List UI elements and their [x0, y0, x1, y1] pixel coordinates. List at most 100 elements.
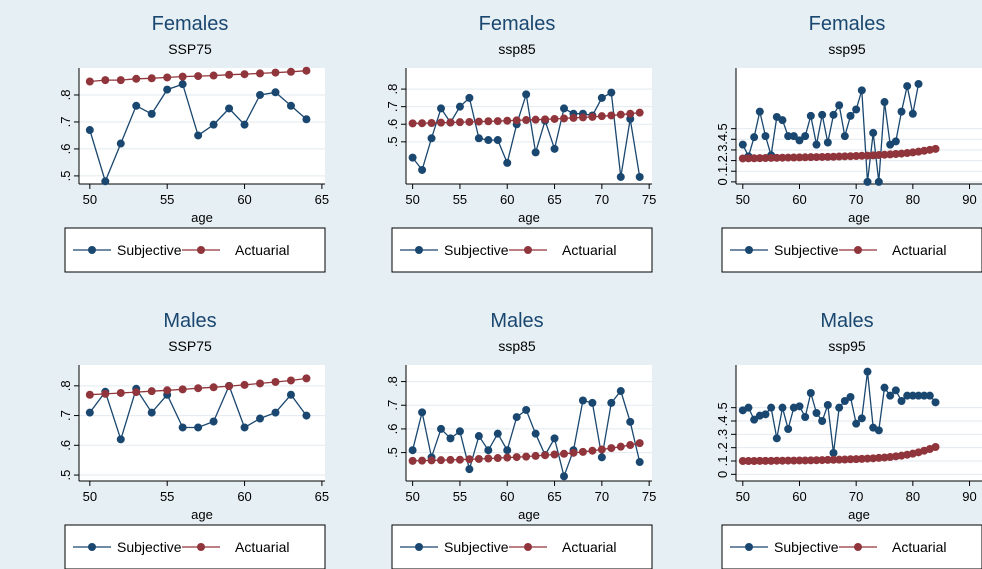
- legend-key-marker: [415, 543, 423, 551]
- data-point: [846, 455, 855, 464]
- data-point: [578, 113, 587, 122]
- data-point: [812, 153, 821, 162]
- x-axis-label: age: [848, 210, 870, 225]
- data-point: [455, 455, 464, 464]
- data-point: [194, 423, 203, 432]
- data-point: [132, 388, 141, 397]
- data-point: [891, 386, 900, 395]
- data-point: [256, 379, 265, 388]
- x-tick-label: 50: [736, 489, 750, 504]
- panel-title: Males: [163, 310, 216, 332]
- data-point: [147, 408, 156, 417]
- data-point: [550, 450, 559, 459]
- legend-label: Subjective: [774, 539, 839, 555]
- data-point: [493, 454, 502, 463]
- legend-label: Actuarial: [892, 539, 946, 555]
- x-axis-label: age: [191, 210, 213, 225]
- x-tick-label: 50: [405, 489, 419, 504]
- data-point: [569, 448, 578, 457]
- data-point: [597, 112, 606, 121]
- data-point: [484, 454, 493, 463]
- data-point: [163, 386, 172, 395]
- data-point: [522, 90, 531, 99]
- data-point: [857, 454, 866, 463]
- data-point: [522, 116, 531, 125]
- y-tick-label: .3: [715, 429, 730, 440]
- x-tick-label: 75: [642, 489, 656, 504]
- y-tick-label: .6: [58, 144, 73, 155]
- data-point: [829, 455, 838, 464]
- y-tick-label: 0: [715, 471, 730, 478]
- data-point: [427, 134, 436, 143]
- legend: Subjective Actuarial: [721, 227, 982, 273]
- data-point: [597, 453, 606, 462]
- data-point: [256, 414, 265, 423]
- series-subjective: [85, 80, 311, 186]
- data-point: [209, 383, 218, 392]
- data-point: [738, 154, 747, 163]
- panel-subtitle: ssp95: [828, 338, 866, 354]
- data-point: [178, 72, 187, 81]
- data-point: [874, 453, 883, 462]
- data-point: [626, 109, 635, 118]
- data-point: [465, 465, 474, 474]
- data-point: [560, 104, 569, 113]
- y-tick-label: .4: [715, 416, 730, 427]
- data-point: [465, 117, 474, 126]
- data-point: [823, 138, 832, 147]
- data-point: [465, 455, 474, 464]
- data-point: [474, 454, 483, 463]
- x-tick-label: 60: [237, 192, 251, 207]
- x-tick-label: 70: [849, 192, 863, 207]
- data-point: [908, 391, 917, 400]
- data-point: [101, 177, 110, 186]
- data-point: [823, 152, 832, 161]
- data-point: [427, 456, 436, 465]
- x-tick-label: 75: [642, 192, 656, 207]
- data-point: [597, 93, 606, 102]
- y-tick-label: .7: [58, 117, 73, 128]
- legend-label: Subjective: [117, 539, 182, 555]
- data-point: [541, 115, 550, 124]
- data-point: [789, 132, 798, 141]
- x-tick-label: 60: [792, 489, 806, 504]
- series-actuarial: [738, 144, 940, 163]
- data-point: [85, 390, 94, 399]
- data-point: [408, 446, 417, 455]
- data-point: [880, 383, 889, 392]
- legend-label: Actuarial: [235, 539, 289, 555]
- data-point: [903, 82, 912, 91]
- legend-label: Actuarial: [562, 242, 616, 258]
- data-point: [863, 151, 872, 160]
- plot-area: [736, 68, 982, 184]
- data-point: [840, 397, 849, 405]
- x-axis-label: age: [518, 507, 540, 522]
- data-point: [840, 132, 849, 141]
- x-tick-label: 90: [962, 192, 976, 207]
- data-point: [446, 455, 455, 464]
- data-point: [795, 153, 804, 162]
- data-point: [818, 456, 827, 465]
- data-point: [920, 391, 929, 400]
- data-point: [522, 452, 531, 461]
- data-point: [271, 377, 280, 386]
- panel-title: Females: [479, 13, 556, 35]
- data-point: [835, 455, 844, 464]
- legend: Subjective Actuarial: [64, 524, 326, 569]
- data-point: [931, 398, 940, 407]
- data-point: [256, 90, 265, 99]
- data-point: [240, 120, 249, 129]
- data-point: [286, 101, 295, 110]
- data-point: [903, 391, 912, 400]
- data-point: [531, 451, 540, 460]
- legend-label: Actuarial: [235, 242, 289, 258]
- data-point: [806, 111, 815, 120]
- y-tick-label: .6: [385, 423, 400, 434]
- data-point: [503, 116, 512, 125]
- legend-key-marker: [524, 543, 532, 551]
- data-point: [271, 68, 280, 77]
- data-point: [560, 114, 569, 123]
- data-point: [474, 117, 483, 126]
- data-point: [635, 172, 644, 181]
